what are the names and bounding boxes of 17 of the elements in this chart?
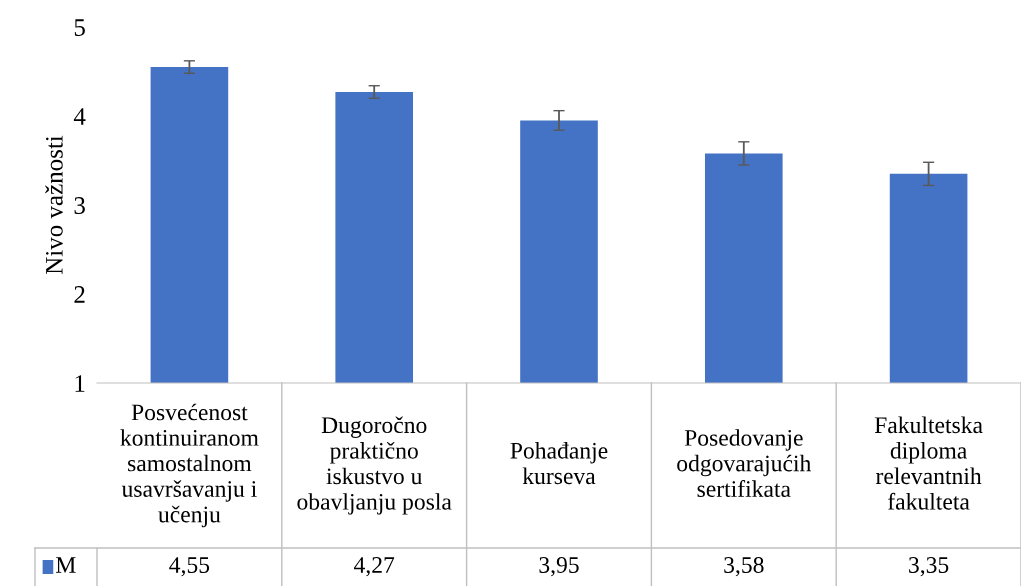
y-tick-label: 3	[74, 197, 85, 214]
data-label: 3,35	[909, 557, 949, 577]
data-label: 4,55	[169, 557, 210, 577]
x-tick-label: Dugoročno praktično iskustvo u obavljanju posla	[297, 416, 452, 515]
data-label: 3,95	[539, 557, 579, 577]
x-tick-label: Posedovanje odgovarajućih sertifikata	[677, 429, 812, 497]
y-axis-title: Nivo važnosti	[45, 135, 63, 275]
y-tick-label: 5	[74, 19, 85, 36]
x-tick-label: Fakultetska diploma relevantnih fakulteta	[874, 416, 983, 510]
legend-label: M	[56, 557, 76, 573]
x-tick-label: Posvećenost kontinuiranom samostalnom usavršavanju i učenju	[120, 403, 259, 528]
y-tick-label: 4	[73, 108, 86, 125]
y-tick-label: 2	[74, 286, 85, 303]
x-tick-label: Pohađanje kurseva	[510, 442, 608, 485]
data-label: 3,58	[724, 556, 764, 577]
data-label: 4,27	[354, 557, 395, 577]
y-tick-label: 1	[75, 375, 85, 392]
